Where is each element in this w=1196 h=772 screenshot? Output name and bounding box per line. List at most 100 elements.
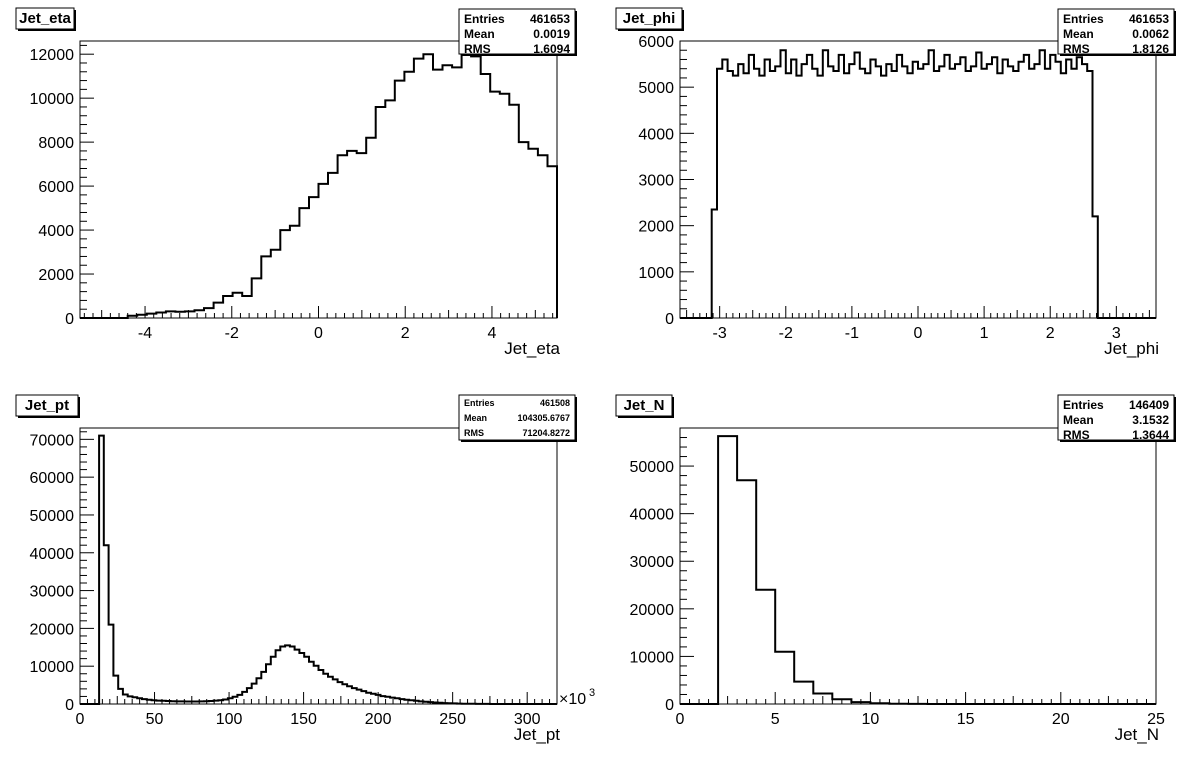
x-tick-label: 2 [1046,325,1055,342]
x-tick-label: 20 [1052,711,1070,728]
y-tick-label: 20000 [630,602,675,619]
stats-value: 1.8126 [1132,42,1169,56]
histogram-series [80,434,557,705]
stats-box [458,8,576,55]
x-axis-title: Jet_N [1115,725,1159,744]
stats-label: Entries [464,12,505,26]
x-tick-label: -1 [845,325,859,342]
x-tick-label: 300 [514,711,541,728]
histogram-title: Jet_pt [25,397,69,414]
y-tick-label: 40000 [30,546,75,563]
stats-label: Mean [464,413,487,423]
x-tick-label: -2 [779,325,793,342]
y-tick-label: 4000 [38,223,74,240]
x-tick-label: 250 [439,711,466,728]
x-tick-label: 5 [771,711,780,728]
histogram-series [680,435,1156,705]
x-axis-title: Jet_eta [504,339,560,358]
stats-label: Mean [1063,413,1094,427]
y-tick-label: 0 [665,311,674,328]
x-axis-multiplier: ×10 [559,691,586,708]
stats-value: 461653 [1129,12,1169,26]
y-tick-label: 1000 [638,265,674,282]
plot-frame [79,427,558,705]
stats-label: RMS [1063,428,1090,442]
stats-value: 1.6094 [533,42,570,56]
x-tick-label: 25 [1147,711,1165,728]
stats-label: RMS [1063,42,1090,56]
histogram-title: Jet_eta [19,10,71,27]
histogram-series [680,49,1156,319]
plot-frame [679,40,1157,319]
x-tick-label: -4 [138,325,152,342]
title-box [15,7,75,30]
y-tick-label: 30000 [630,554,675,571]
histogram-panel-jet-n: 0 5 10 15 20 25 0 10000 20000 30000 40000 50000 Jet_… [615,394,1176,744]
stats-label: Mean [464,27,495,41]
y-tick-label: 30000 [30,584,75,601]
stats-value: 104305.6767 [517,413,570,423]
y-tick-label: 5000 [638,80,674,97]
histogram-panel-jet-eta: -4 -2 0 2 4 0 2000 4000 6000 8000 10000 12000 Jet_et… [15,7,577,358]
plot-frame [79,40,558,319]
y-tick-label: 2000 [38,267,74,284]
stats-label: Entries [1063,12,1104,26]
x-tick-label: 1 [980,325,989,342]
x-axis-multiplier-exponent: 3 [589,687,595,699]
x-tick-label: 150 [290,711,317,728]
histogram-panel-jet-phi: -3 -2 -1 0 1 2 3 0 1000 2000 3000 4000 5000 6000 Jet_p… [615,7,1176,358]
x-tick-label: 0 [76,711,85,728]
stats-label: RMS [464,42,491,56]
stats-label: Mean [1063,27,1094,41]
x-tick-label: 100 [216,711,243,728]
stats-value: 146409 [1129,398,1169,412]
x-tick-label: -2 [225,325,239,342]
x-tick-label: 15 [957,711,975,728]
title-box [615,394,673,417]
y-tick-label: 60000 [30,470,75,487]
plot-frame [679,427,1157,705]
x-tick-label: 0 [676,711,685,728]
stats-label: Entries [464,398,495,408]
stats-label: RMS [464,428,484,438]
y-tick-label: 10000 [30,91,75,108]
y-tick-label: 70000 [30,432,75,449]
stats-box [1057,394,1175,441]
histogram-title: Jet_phi [623,10,676,27]
histogram-series [80,48,558,319]
stats-box [458,394,576,441]
x-tick-label: 200 [365,711,392,728]
y-tick-label: 4000 [638,126,674,143]
y-tick-label: 10000 [630,649,675,666]
histogram-title: Jet_N [624,397,665,414]
x-tick-label: 0 [914,325,923,342]
y-tick-label: 0 [665,697,674,714]
stats-value: 461653 [530,12,570,26]
y-tick-label: 6000 [638,34,674,51]
y-tick-label: 20000 [30,621,75,638]
x-tick-label: 10 [862,711,880,728]
y-tick-label: 8000 [38,135,74,152]
x-tick-label: -3 [713,325,727,342]
y-tick-label: 12000 [30,47,75,64]
x-tick-label: 3 [1112,325,1121,342]
y-tick-label: 0 [65,311,74,328]
histogram-panel-jet-pt: 0 50 100 150 200 250 300 0 10000 20000 30000 40000 5… [15,394,595,744]
y-tick-label: 50000 [30,508,75,525]
x-axis-title: Jet_phi [1104,339,1159,358]
y-tick-label: 40000 [630,507,675,524]
stats-value: 461508 [540,398,570,408]
stats-label: Entries [1063,398,1104,412]
x-tick-label: 2 [401,325,410,342]
title-box [615,7,683,30]
y-tick-label: 10000 [30,659,75,676]
stats-value: 3.1532 [1132,413,1169,427]
y-tick-label: 50000 [630,459,675,476]
title-box [15,394,79,417]
y-tick-label: 3000 [638,173,674,190]
stats-value: 0.0019 [533,27,570,41]
x-axis-title: Jet_pt [514,725,561,744]
stats-value: 71204.8272 [522,428,570,438]
x-tick-label: 4 [488,325,497,342]
